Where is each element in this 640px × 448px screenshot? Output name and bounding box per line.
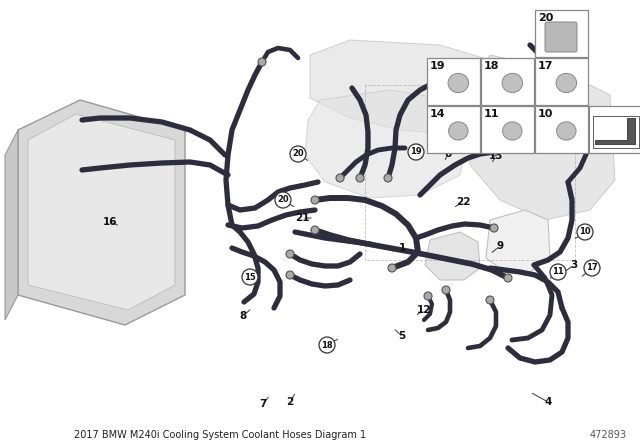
Text: 1: 1 <box>398 243 406 253</box>
Circle shape <box>356 174 364 182</box>
Polygon shape <box>465 55 615 220</box>
Polygon shape <box>425 232 480 280</box>
Circle shape <box>408 144 424 160</box>
Ellipse shape <box>556 73 577 93</box>
Text: 19: 19 <box>430 61 445 71</box>
Polygon shape <box>5 130 18 320</box>
Circle shape <box>584 260 600 276</box>
Circle shape <box>258 58 266 66</box>
Circle shape <box>442 286 450 294</box>
Circle shape <box>311 196 319 204</box>
Bar <box>589 106 640 153</box>
Text: 472893: 472893 <box>590 430 627 440</box>
Circle shape <box>275 192 291 208</box>
Circle shape <box>290 146 306 162</box>
Text: 3: 3 <box>570 260 578 270</box>
Text: 17: 17 <box>586 263 598 272</box>
Text: 18: 18 <box>321 340 333 349</box>
Text: 12: 12 <box>417 305 431 315</box>
Text: 20: 20 <box>277 195 289 204</box>
Text: 19: 19 <box>410 147 422 156</box>
Text: 8: 8 <box>239 311 246 321</box>
Circle shape <box>336 174 344 182</box>
Bar <box>593 116 639 148</box>
Circle shape <box>550 264 566 280</box>
Circle shape <box>388 264 396 272</box>
Text: 22: 22 <box>456 197 470 207</box>
Ellipse shape <box>502 122 522 140</box>
Ellipse shape <box>557 122 576 140</box>
Text: 6: 6 <box>444 149 452 159</box>
Bar <box>481 106 534 153</box>
Circle shape <box>577 224 593 240</box>
Bar <box>535 10 588 57</box>
Text: 10: 10 <box>579 228 591 237</box>
Bar <box>481 58 534 105</box>
Polygon shape <box>486 210 550 272</box>
Polygon shape <box>18 100 185 325</box>
Bar <box>535 106 588 153</box>
Text: 16: 16 <box>103 217 117 227</box>
Circle shape <box>490 148 498 156</box>
Polygon shape <box>305 90 470 198</box>
Ellipse shape <box>502 73 523 93</box>
Circle shape <box>286 271 294 279</box>
Text: 20: 20 <box>538 13 554 23</box>
Circle shape <box>319 337 335 353</box>
Text: 2: 2 <box>286 397 294 407</box>
Text: 10: 10 <box>538 109 554 119</box>
Circle shape <box>504 274 512 282</box>
Circle shape <box>424 292 432 300</box>
Circle shape <box>384 174 392 182</box>
Bar <box>535 58 588 105</box>
Text: 11: 11 <box>552 267 564 276</box>
Circle shape <box>486 296 494 304</box>
Text: 17: 17 <box>538 61 554 71</box>
Text: 18: 18 <box>484 61 499 71</box>
Circle shape <box>242 269 258 285</box>
Text: 5: 5 <box>398 331 406 341</box>
Text: 7: 7 <box>259 399 267 409</box>
Text: 15: 15 <box>244 272 256 281</box>
Text: 2017 BMW M240i Cooling System Coolant Hoses Diagram 1: 2017 BMW M240i Cooling System Coolant Ho… <box>74 430 366 440</box>
Polygon shape <box>595 118 635 144</box>
Text: 4: 4 <box>544 397 552 407</box>
Text: 13: 13 <box>489 151 503 161</box>
Text: 11: 11 <box>484 109 499 119</box>
Circle shape <box>286 250 294 258</box>
Text: 14: 14 <box>430 109 445 119</box>
Bar <box>427 58 480 105</box>
Text: 20: 20 <box>292 150 304 159</box>
Circle shape <box>490 224 498 232</box>
Polygon shape <box>310 40 510 135</box>
Text: 9: 9 <box>497 241 504 251</box>
Ellipse shape <box>449 122 468 140</box>
FancyBboxPatch shape <box>545 22 577 52</box>
Circle shape <box>311 226 319 234</box>
Ellipse shape <box>448 73 468 93</box>
Polygon shape <box>28 114 175 310</box>
Bar <box>427 106 480 153</box>
Text: 21: 21 <box>295 213 309 223</box>
